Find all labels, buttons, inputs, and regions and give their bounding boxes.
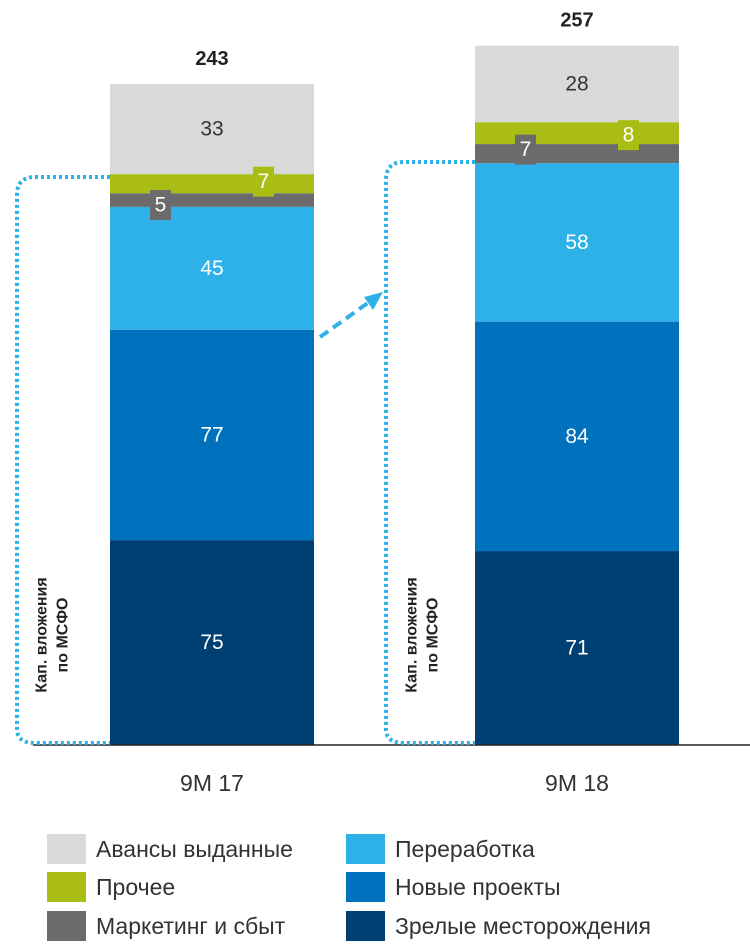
legend-swatch — [47, 834, 86, 864]
data-label: 45 — [200, 257, 223, 280]
legend-item-advances: Авансы выданные — [47, 834, 293, 864]
legend-swatch — [47, 872, 86, 902]
data-label: 77 — [200, 423, 223, 446]
legend-item-other: Прочее — [47, 872, 175, 902]
x-tick-label: 9M 17 — [180, 770, 244, 796]
legend-item-mature-fields: Зрелые месторождения — [346, 911, 651, 941]
growth-arrow — [318, 298, 374, 339]
total-label: 257 — [560, 10, 593, 32]
legend-item-marketing: Маркетинг и сбыт — [47, 911, 285, 941]
capex-bracket — [384, 160, 475, 745]
legend-label: Новые проекты — [395, 873, 561, 900]
legend-label: Авансы выданные — [96, 835, 293, 862]
value-badge — [253, 166, 274, 197]
bar-segment — [110, 83, 314, 175]
data-label: 84 — [565, 425, 589, 448]
total-label: 243 — [195, 48, 228, 70]
data-label: 5 — [155, 194, 167, 217]
bar-segment — [110, 193, 314, 207]
bar-segment — [110, 329, 314, 541]
legend-item-new-projects: Новые проекты — [346, 872, 561, 902]
legend-item-refining: Переработка — [346, 834, 535, 864]
data-label: 7 — [258, 170, 270, 193]
bar-segment — [110, 540, 314, 745]
value-badge — [150, 190, 171, 221]
data-label: 75 — [200, 631, 223, 654]
bar-segment — [475, 551, 679, 745]
chart-canvas: 243 9M 17 257 9M 18 75 77 45 5 7 33 71 84 58 7 8 28 Кап.… — [15, 10, 750, 796]
x-tick-label: 9M 18 — [545, 770, 609, 796]
data-label: 71 — [565, 637, 588, 660]
bar-segment — [475, 321, 679, 552]
legend-swatch — [346, 834, 385, 864]
value-badge — [618, 120, 639, 151]
bar-segment — [110, 206, 314, 330]
bar-segment — [475, 45, 679, 123]
legend-label: Зрелые месторождения — [395, 912, 651, 939]
legend-swatch — [346, 872, 385, 902]
value-badge — [515, 134, 536, 165]
bracket-label-line: Кап. вложения — [34, 577, 51, 692]
growth-arrow-head — [364, 292, 383, 310]
bracket-label-line: по МСФО — [55, 598, 72, 673]
bracket-label-line: по МСФО — [425, 598, 442, 673]
data-label: 7 — [520, 138, 532, 161]
legend-label: Маркетинг и сбыт — [96, 912, 286, 939]
bar-segment — [475, 122, 679, 145]
bracket-label-line: Кап. вложения — [404, 577, 421, 692]
data-label: 8 — [623, 124, 635, 147]
legend-swatch — [47, 911, 86, 941]
bracket-label: Кап. вложения по МСФО — [404, 577, 442, 692]
data-label: 58 — [565, 231, 588, 254]
legend-swatch — [346, 911, 385, 941]
bar-segment — [475, 144, 679, 164]
bar-segment — [110, 174, 314, 194]
data-label: 33 — [200, 118, 223, 141]
legend-label: Прочее — [96, 873, 176, 900]
legend-label: Переработка — [395, 835, 535, 862]
bracket-label: Кап. вложения по МСФО — [34, 577, 72, 692]
data-label: 28 — [565, 72, 588, 95]
capex-bracket — [15, 175, 110, 745]
legend: Авансы выданные Прочее Маркетинг и сбыт … — [47, 830, 747, 944]
bar-segment — [475, 163, 679, 322]
